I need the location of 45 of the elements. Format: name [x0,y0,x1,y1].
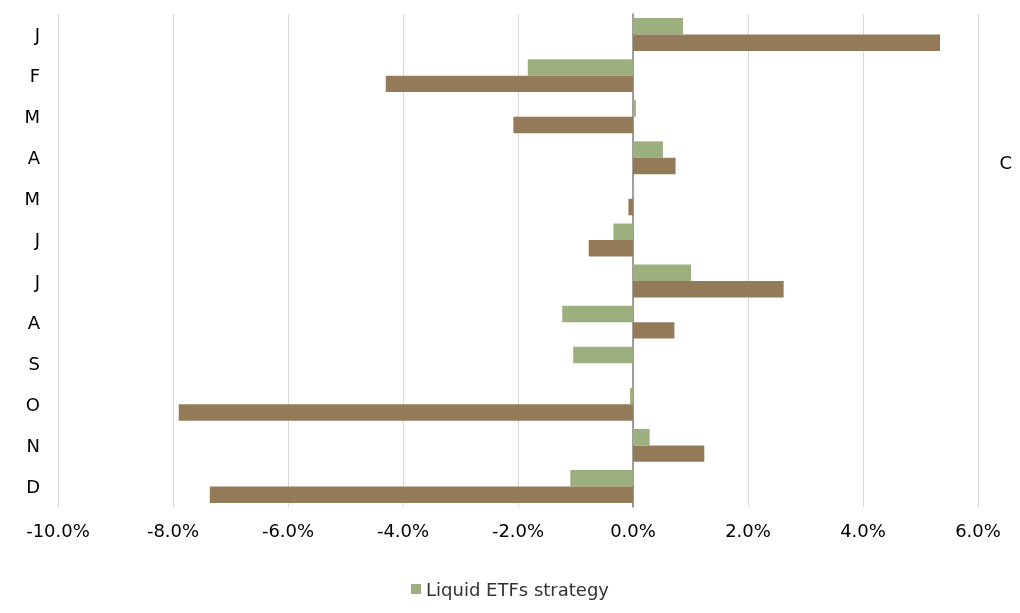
y-tick-label: O [25,393,40,415]
x-tick-label: 6.0% [955,519,1001,541]
y-tick-label: J [33,229,40,251]
bar [513,116,633,134]
y-tick-label: J [33,24,40,46]
y-tick-label: J [33,270,40,292]
y-tick-label: N [26,434,40,456]
y-tick-label: A [27,311,41,333]
bar [630,387,633,405]
bar [633,34,941,51]
bar [573,346,633,364]
bar [633,322,675,339]
bar [633,445,705,462]
bar [633,281,784,298]
y-tick-label: D [26,475,40,497]
y-tick-label: A [27,147,41,169]
y-tick-label: F [29,65,40,87]
x-tick-label: 0.0% [610,519,656,541]
x-tick-label: -6.0% [261,519,315,541]
x-tick-label: -2.0% [491,519,545,541]
bar [613,223,633,240]
bar [209,486,633,503]
y-tick-label: S [28,352,40,374]
bar [633,264,692,282]
x-tick-label: 2.0% [725,519,771,541]
bar [633,141,663,158]
bar [562,305,633,323]
bar [633,428,650,446]
bar [633,18,684,35]
x-tick-label: -8.0% [146,519,200,541]
bar [570,470,633,487]
bar [385,75,633,93]
bar [633,100,636,117]
bar [628,198,633,216]
bar [633,157,676,175]
bar [527,59,633,76]
bar [178,404,633,421]
x-tick-label: -10.0% [26,519,90,541]
bar [588,239,633,257]
legend-label: Liquid ETFs strategy [426,578,610,600]
text: C [999,151,1013,173]
y-tick-label: M [24,188,40,210]
x-tick-label: -4.0% [376,519,430,541]
x-tick-label: 4.0% [840,519,886,541]
y-tick-label: M [24,106,40,128]
